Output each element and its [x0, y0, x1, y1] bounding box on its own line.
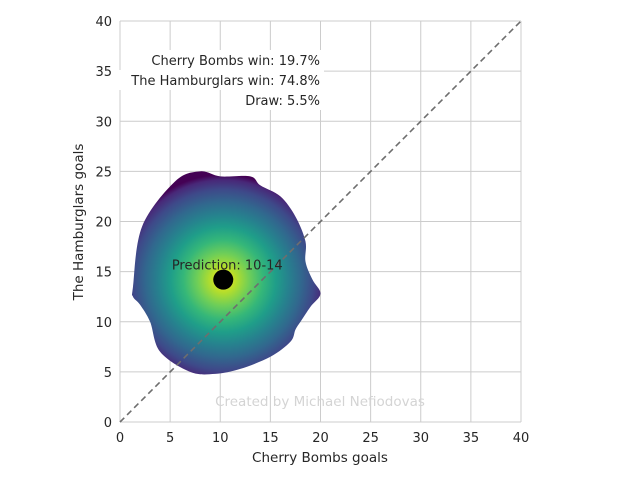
x-tick-label: 15 [262, 431, 279, 446]
annotation-bg [116, 70, 324, 90]
y-tick-label: 5 [104, 366, 112, 381]
x-tick-label: 0 [116, 431, 124, 446]
x-tick-label: 20 [312, 431, 329, 446]
x-tick-label: 25 [362, 431, 379, 446]
y-tick-labels: 0 5 10 15 20 25 30 35 40 [95, 15, 112, 431]
annotation-hamburglars-win: The Hamburglars win: 74.8% [130, 74, 320, 89]
annotation-cherry-bombs-win: Cherry Bombs win: 19.7% [151, 54, 320, 69]
y-tick-label: 25 [95, 165, 112, 180]
y-tick-label: 15 [95, 266, 112, 281]
y-tick-label: 40 [95, 15, 112, 30]
x-tick-label: 5 [166, 431, 174, 446]
annotation-draw: Draw: 5.5% [245, 94, 320, 109]
prediction-marker [213, 269, 234, 290]
annotation-bg [136, 50, 324, 70]
y-axis-label: The Hamburglars goals [71, 144, 87, 302]
y-tick-label: 0 [104, 416, 112, 431]
annotation-bg [236, 90, 324, 110]
x-tick-labels: 0 5 10 15 20 25 30 35 40 [116, 431, 529, 446]
y-tick-label: 10 [95, 316, 112, 331]
x-tick-label: 40 [513, 431, 530, 446]
probability-annotations: Cherry Bombs win: 19.7% The Hamburglars … [116, 50, 324, 110]
x-tick-label: 10 [212, 431, 229, 446]
y-tick-label: 20 [95, 216, 112, 231]
x-tick-label: 35 [463, 431, 480, 446]
watermark: Created by Michael Nefiodovas [215, 394, 425, 410]
y-tick-label: 30 [95, 115, 112, 130]
x-tick-label: 30 [412, 431, 429, 446]
y-tick-label: 35 [95, 65, 112, 80]
diagonal-line [119, 20, 522, 423]
x-axis-label: Cherry Bombs goals [252, 450, 388, 466]
prediction-label: Prediction: 10-14 [172, 259, 283, 274]
